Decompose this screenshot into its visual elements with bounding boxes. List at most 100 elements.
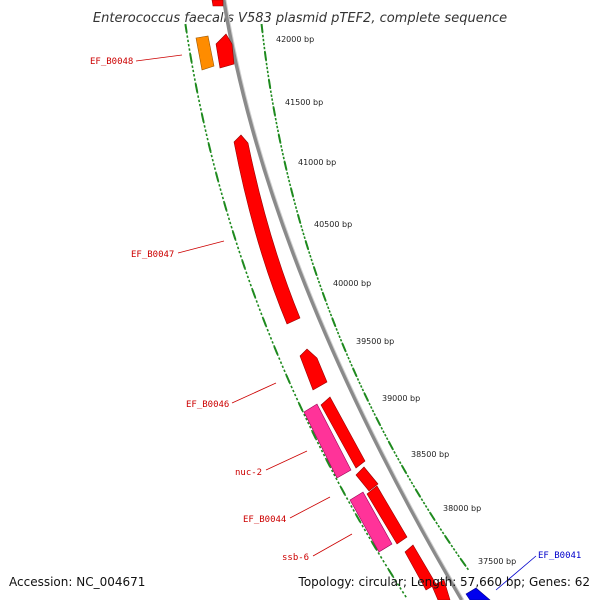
minor-tick <box>254 296 257 299</box>
minor-tick <box>359 520 362 524</box>
minor-tick <box>334 324 337 328</box>
minor-tick <box>230 225 233 229</box>
minor-tick <box>397 457 400 461</box>
minor-tick <box>257 304 260 308</box>
gene-label-EF_B0041[interactable]: EF_B0041 <box>538 551 581 561</box>
minor-tick <box>339 338 343 342</box>
minor-tick <box>333 473 336 477</box>
minor-tick <box>203 125 206 128</box>
minor-tick <box>264 324 268 328</box>
minor-tick <box>399 586 402 590</box>
minor-tick <box>282 156 285 160</box>
plasmid-backbone <box>222 0 464 600</box>
minor-tick <box>317 280 321 284</box>
gene-label-nuc-2[interactable]: nuc-2 <box>235 468 262 478</box>
minor-tick <box>246 275 250 279</box>
minor-tick <box>235 242 238 246</box>
minor-tick <box>363 528 367 532</box>
gene-label-ssb-6[interactable]: ssb-6 <box>282 553 309 563</box>
minor-tick <box>322 453 326 457</box>
gene-arrow[interactable] <box>215 33 235 69</box>
gene-label-EF_B0047[interactable]: EF_B0047 <box>131 250 174 260</box>
gene-arrow[interactable] <box>355 466 379 492</box>
minor-tick <box>301 409 304 413</box>
major-tick <box>241 260 246 269</box>
major-tick <box>215 172 220 182</box>
gene-EF_B0046[interactable] <box>299 348 328 391</box>
minor-tick <box>378 423 382 427</box>
minor-tick <box>408 478 412 482</box>
minor-tick <box>338 335 341 339</box>
tick-label: 38000 bp <box>443 504 481 513</box>
minor-tick <box>404 594 407 598</box>
major-tick <box>363 392 369 402</box>
minor-tick <box>439 528 443 532</box>
minor-tick <box>384 433 387 437</box>
minor-tick <box>204 129 207 132</box>
gene-nuc-2[interactable] <box>303 403 352 479</box>
gene-arrow[interactable] <box>320 396 366 469</box>
major-tick <box>285 374 291 383</box>
major-tick <box>429 512 436 521</box>
gene-EF_B0044[interactable] <box>349 491 393 553</box>
tick-label: 40000 bp <box>333 279 371 288</box>
minor-tick <box>212 163 215 166</box>
major-tick <box>297 214 302 224</box>
minor-tick <box>310 258 313 262</box>
tick-label: 37500 bp <box>478 557 516 566</box>
minor-tick <box>366 399 370 402</box>
minor-tick <box>370 406 373 409</box>
gene-EF_B0047[interactable] <box>233 134 301 325</box>
minor-tick <box>318 445 322 449</box>
minor-tick <box>441 531 445 535</box>
summary-text: Topology: circular; Length: 57,660 bp; G… <box>298 575 590 589</box>
minor-tick <box>300 225 303 228</box>
minor-tick <box>418 494 422 498</box>
gene-label-EF_B0048[interactable]: EF_B0048 <box>90 57 133 67</box>
tick-label: 39000 bp <box>382 394 420 403</box>
minor-tick <box>464 564 467 567</box>
minor-tick <box>217 179 220 183</box>
gene-EF_B0041[interactable] <box>465 587 491 600</box>
major-tick <box>283 161 288 170</box>
minor-tick <box>238 250 241 254</box>
gene-label-EF_B0044[interactable]: EF_B0044 <box>243 515 286 525</box>
minor-tick <box>319 284 322 288</box>
minor-tick <box>293 202 297 206</box>
minor-tick <box>288 179 291 183</box>
minor-tick <box>385 437 389 441</box>
gene-arrow[interactable] <box>211 0 224 7</box>
minor-tick <box>394 579 397 583</box>
tick-labels: 42000 bp 41500 bp 41000 bp 40500 bp 4000… <box>276 35 516 566</box>
minor-tick <box>225 209 228 212</box>
minor-tick <box>328 465 332 469</box>
minor-tick <box>320 449 324 453</box>
minor-tick <box>325 302 329 306</box>
major-tick <box>231 231 237 240</box>
minor-tick <box>454 551 458 554</box>
minor-tick <box>329 313 333 317</box>
minor-tick <box>292 198 296 202</box>
minor-tick <box>395 454 398 458</box>
minor-tick <box>426 508 430 512</box>
tick-label: 41000 bp <box>298 158 336 167</box>
minor-tick <box>280 148 284 152</box>
major-tick <box>401 465 407 474</box>
gene-EF_B0048[interactable] <box>195 35 215 71</box>
major-tick <box>298 403 304 412</box>
minor-tick <box>348 501 351 504</box>
gene-arrow[interactable] <box>431 579 451 600</box>
minor-tick <box>375 548 378 552</box>
gene-arrow[interactable] <box>366 485 408 545</box>
minor-tick <box>330 469 334 473</box>
major-tick <box>340 486 346 495</box>
gene-label-EF_B0046[interactable]: EF_B0046 <box>186 400 229 410</box>
minor-tick <box>287 175 290 179</box>
minor-tick <box>343 493 347 497</box>
minor-tick <box>404 471 408 475</box>
minor-tick <box>448 541 451 545</box>
major-tick <box>313 266 318 276</box>
plasmid-backbone-highlight <box>225 0 465 600</box>
minor-tick <box>306 247 310 251</box>
